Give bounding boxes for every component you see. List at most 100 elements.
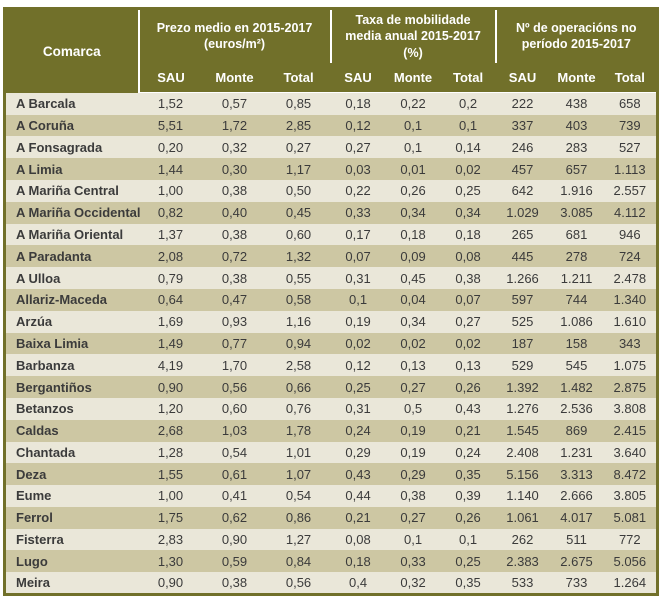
table-row: A Ulloa 0,79 0,38 0,55 0,31 0,45 0,38 1.… <box>4 267 658 289</box>
taxa-monte-cell: 0,19 <box>400 444 426 460</box>
table-row: Deza 1,55 0,61 1,07 0,43 0,29 0,35 5.156… <box>4 463 658 486</box>
comarca-name-cell: A Coruña <box>16 117 75 133</box>
comarca-name-cell: Arzúa <box>16 314 53 330</box>
ops-sau-cell: 5.156 <box>506 466 539 482</box>
prezo-total-cell: 0,76 <box>285 401 312 417</box>
comarca-name-cell: Chantada <box>16 444 76 460</box>
taxa-sau-cell: 0,02 <box>345 335 371 351</box>
comarca-name-cell: Meira <box>16 574 50 590</box>
prezo-monte-cell: 0,59 <box>221 553 248 569</box>
prezo-total-cell: 0,45 <box>285 205 312 221</box>
ops-sau-cell: 445 <box>511 248 534 264</box>
prezo-sau-cell: 2,68 <box>157 423 184 439</box>
prezo-sau-cell: 1,00 <box>157 183 184 199</box>
ops-sau-cell: 533 <box>511 574 534 590</box>
ops-sau-cell: 262 <box>511 532 534 548</box>
taxa-total-cell: 0,43 <box>455 401 481 417</box>
header-group-row: Comarca Prezo medio en 2015-2017 (euros/… <box>4 8 658 93</box>
taxa-monte-cell: 0,38 <box>400 488 426 504</box>
taxa-sau-cell: 0,27 <box>345 139 371 155</box>
taxa-total-cell: 0,26 <box>455 379 481 395</box>
prezo-sau-cell: 0,82 <box>157 205 184 221</box>
prezo-monte-cell: 1,72 <box>221 117 248 133</box>
taxa-sau-cell: 0,31 <box>345 270 371 286</box>
ops-monte-cell: 278 <box>565 248 588 264</box>
ops-total-cell: 3.808 <box>613 401 647 417</box>
ops-monte-cell: 403 <box>565 117 588 133</box>
comarca-name-cell: A Mariña Central <box>16 183 119 199</box>
ops-total-cell: 739 <box>618 117 641 133</box>
ops-monte-cell: 681 <box>565 226 588 242</box>
ops-total-cell: 1.264 <box>613 574 647 590</box>
ops-sau-cell: 246 <box>511 139 534 155</box>
taxa-monte-cell: 0,18 <box>400 226 426 242</box>
prezo-monte-cell: 0,38 <box>221 183 248 199</box>
taxa-total-cell: 0,27 <box>455 314 481 330</box>
prezo-total-cell: 0,86 <box>285 510 312 526</box>
subheader-ops-total: Total <box>603 62 658 94</box>
table-row: A Mariña Central 1,00 0,38 0,50 0,22 0,2… <box>4 179 658 202</box>
table-row: A Coruña 5,51 1,72 2,85 0,12 0,1 0,1 337… <box>4 114 658 137</box>
comarca-name-cell: A Paradanta <box>16 248 92 264</box>
prezo-sau-cell: 1,55 <box>157 466 184 482</box>
column-group-taxa-mobilidade: Taxa de mobilidade media anual 2015-2017… <box>329 8 496 63</box>
taxa-sau-cell: 0,03 <box>345 161 371 177</box>
comarca-name-cell: Lugo <box>16 553 48 569</box>
prezo-monte-cell: 0,57 <box>221 96 248 112</box>
ops-total-cell: 2.478 <box>613 270 647 286</box>
ops-total-cell: 1.340 <box>613 292 647 308</box>
prezo-total-cell: 1,07 <box>285 466 312 482</box>
prezo-monte-cell: 0,30 <box>221 161 248 177</box>
column-group-prezo-medio: Prezo medio en 2015-2017 (euros/m²) <box>138 8 331 63</box>
table-row: A Paradanta 2,08 0,72 1,32 0,07 0,09 0,0… <box>4 245 658 268</box>
prezo-total-cell: 1,27 <box>285 532 312 548</box>
table-row: Eume 1,00 0,41 0,54 0,44 0,38 0,39 1.140… <box>4 485 658 507</box>
prezo-sau-cell: 1,52 <box>157 96 184 112</box>
taxa-sau-cell: 0,1 <box>348 292 368 308</box>
taxa-total-cell: 0,26 <box>455 510 481 526</box>
prezo-sau-cell: 1,69 <box>157 314 184 330</box>
prezo-monte-cell: 0,56 <box>221 379 248 395</box>
table-body: A Barcala 1,52 0,57 0,85 0,18 0,22 0,2 2… <box>4 92 658 595</box>
ops-sau-cell: 265 <box>511 226 534 242</box>
taxa-sau-cell: 0,43 <box>345 466 371 482</box>
taxa-sau-cell: 0,18 <box>345 553 371 569</box>
ops-total-cell: 1.113 <box>614 161 646 177</box>
table-row: Betanzos 1,20 0,60 0,76 0,31 0,5 0,43 1.… <box>4 397 658 420</box>
prezo-total-cell: 1,17 <box>285 161 312 177</box>
ops-monte-cell: 733 <box>565 574 588 590</box>
prezo-sau-cell: 1,44 <box>157 161 184 177</box>
header-sub-row: SAU Monte Total SAU Monte Total SAU Mont… <box>5 62 658 94</box>
comarca-name-cell: Deza <box>16 466 47 482</box>
subheader-prezo-sau: SAU <box>138 62 203 94</box>
taxa-total-cell: 0,02 <box>455 335 481 351</box>
prezo-sau-cell: 0,20 <box>157 139 184 155</box>
ops-total-cell: 343 <box>618 335 641 351</box>
taxa-monte-cell: 0,27 <box>400 510 426 526</box>
table-row: Lugo 1,30 0,59 0,84 0,18 0,33 0,25 2.383… <box>4 550 658 573</box>
ops-monte-cell: 511 <box>566 532 587 548</box>
prezo-monte-cell: 1,70 <box>221 357 248 373</box>
prezo-monte-cell: 0,93 <box>221 314 248 330</box>
table-row: Fisterra 2,83 0,90 1,27 0,08 0,1 0,1 262… <box>4 528 658 551</box>
prezo-sau-cell: 0,90 <box>157 574 184 590</box>
comarca-name-cell: A Barcala <box>16 96 76 112</box>
prezo-monte-cell: 0,62 <box>221 510 248 526</box>
ops-sau-cell: 1.140 <box>506 488 539 504</box>
prezo-monte-cell: 0,54 <box>221 444 248 460</box>
prezo-monte-cell: 0,41 <box>221 488 248 504</box>
prezo-sau-cell: 1,75 <box>157 510 184 526</box>
taxa-monte-cell: 0,19 <box>400 423 426 439</box>
ops-sau-cell: 529 <box>511 357 534 373</box>
table-row: A Mariña Occidental 0,82 0,40 0,45 0,33 … <box>4 201 658 224</box>
prezo-total-cell: 0,54 <box>285 488 312 504</box>
prezo-total-cell: 2,85 <box>285 117 312 133</box>
taxa-sau-cell: 0,22 <box>345 183 371 199</box>
ops-total-cell: 772 <box>618 532 641 548</box>
taxa-total-cell: 0,35 <box>455 574 481 590</box>
ops-monte-cell: 1.086 <box>560 314 593 330</box>
ops-total-cell: 4.112 <box>614 205 646 221</box>
comarca-name-cell: Eume <box>16 488 52 504</box>
table-row: Caldas 2,68 1,03 1,78 0,24 0,19 0,21 1.5… <box>4 419 658 442</box>
table-row: A Mariña Oriental 1,37 0,38 0,60 0,17 0,… <box>4 223 658 246</box>
